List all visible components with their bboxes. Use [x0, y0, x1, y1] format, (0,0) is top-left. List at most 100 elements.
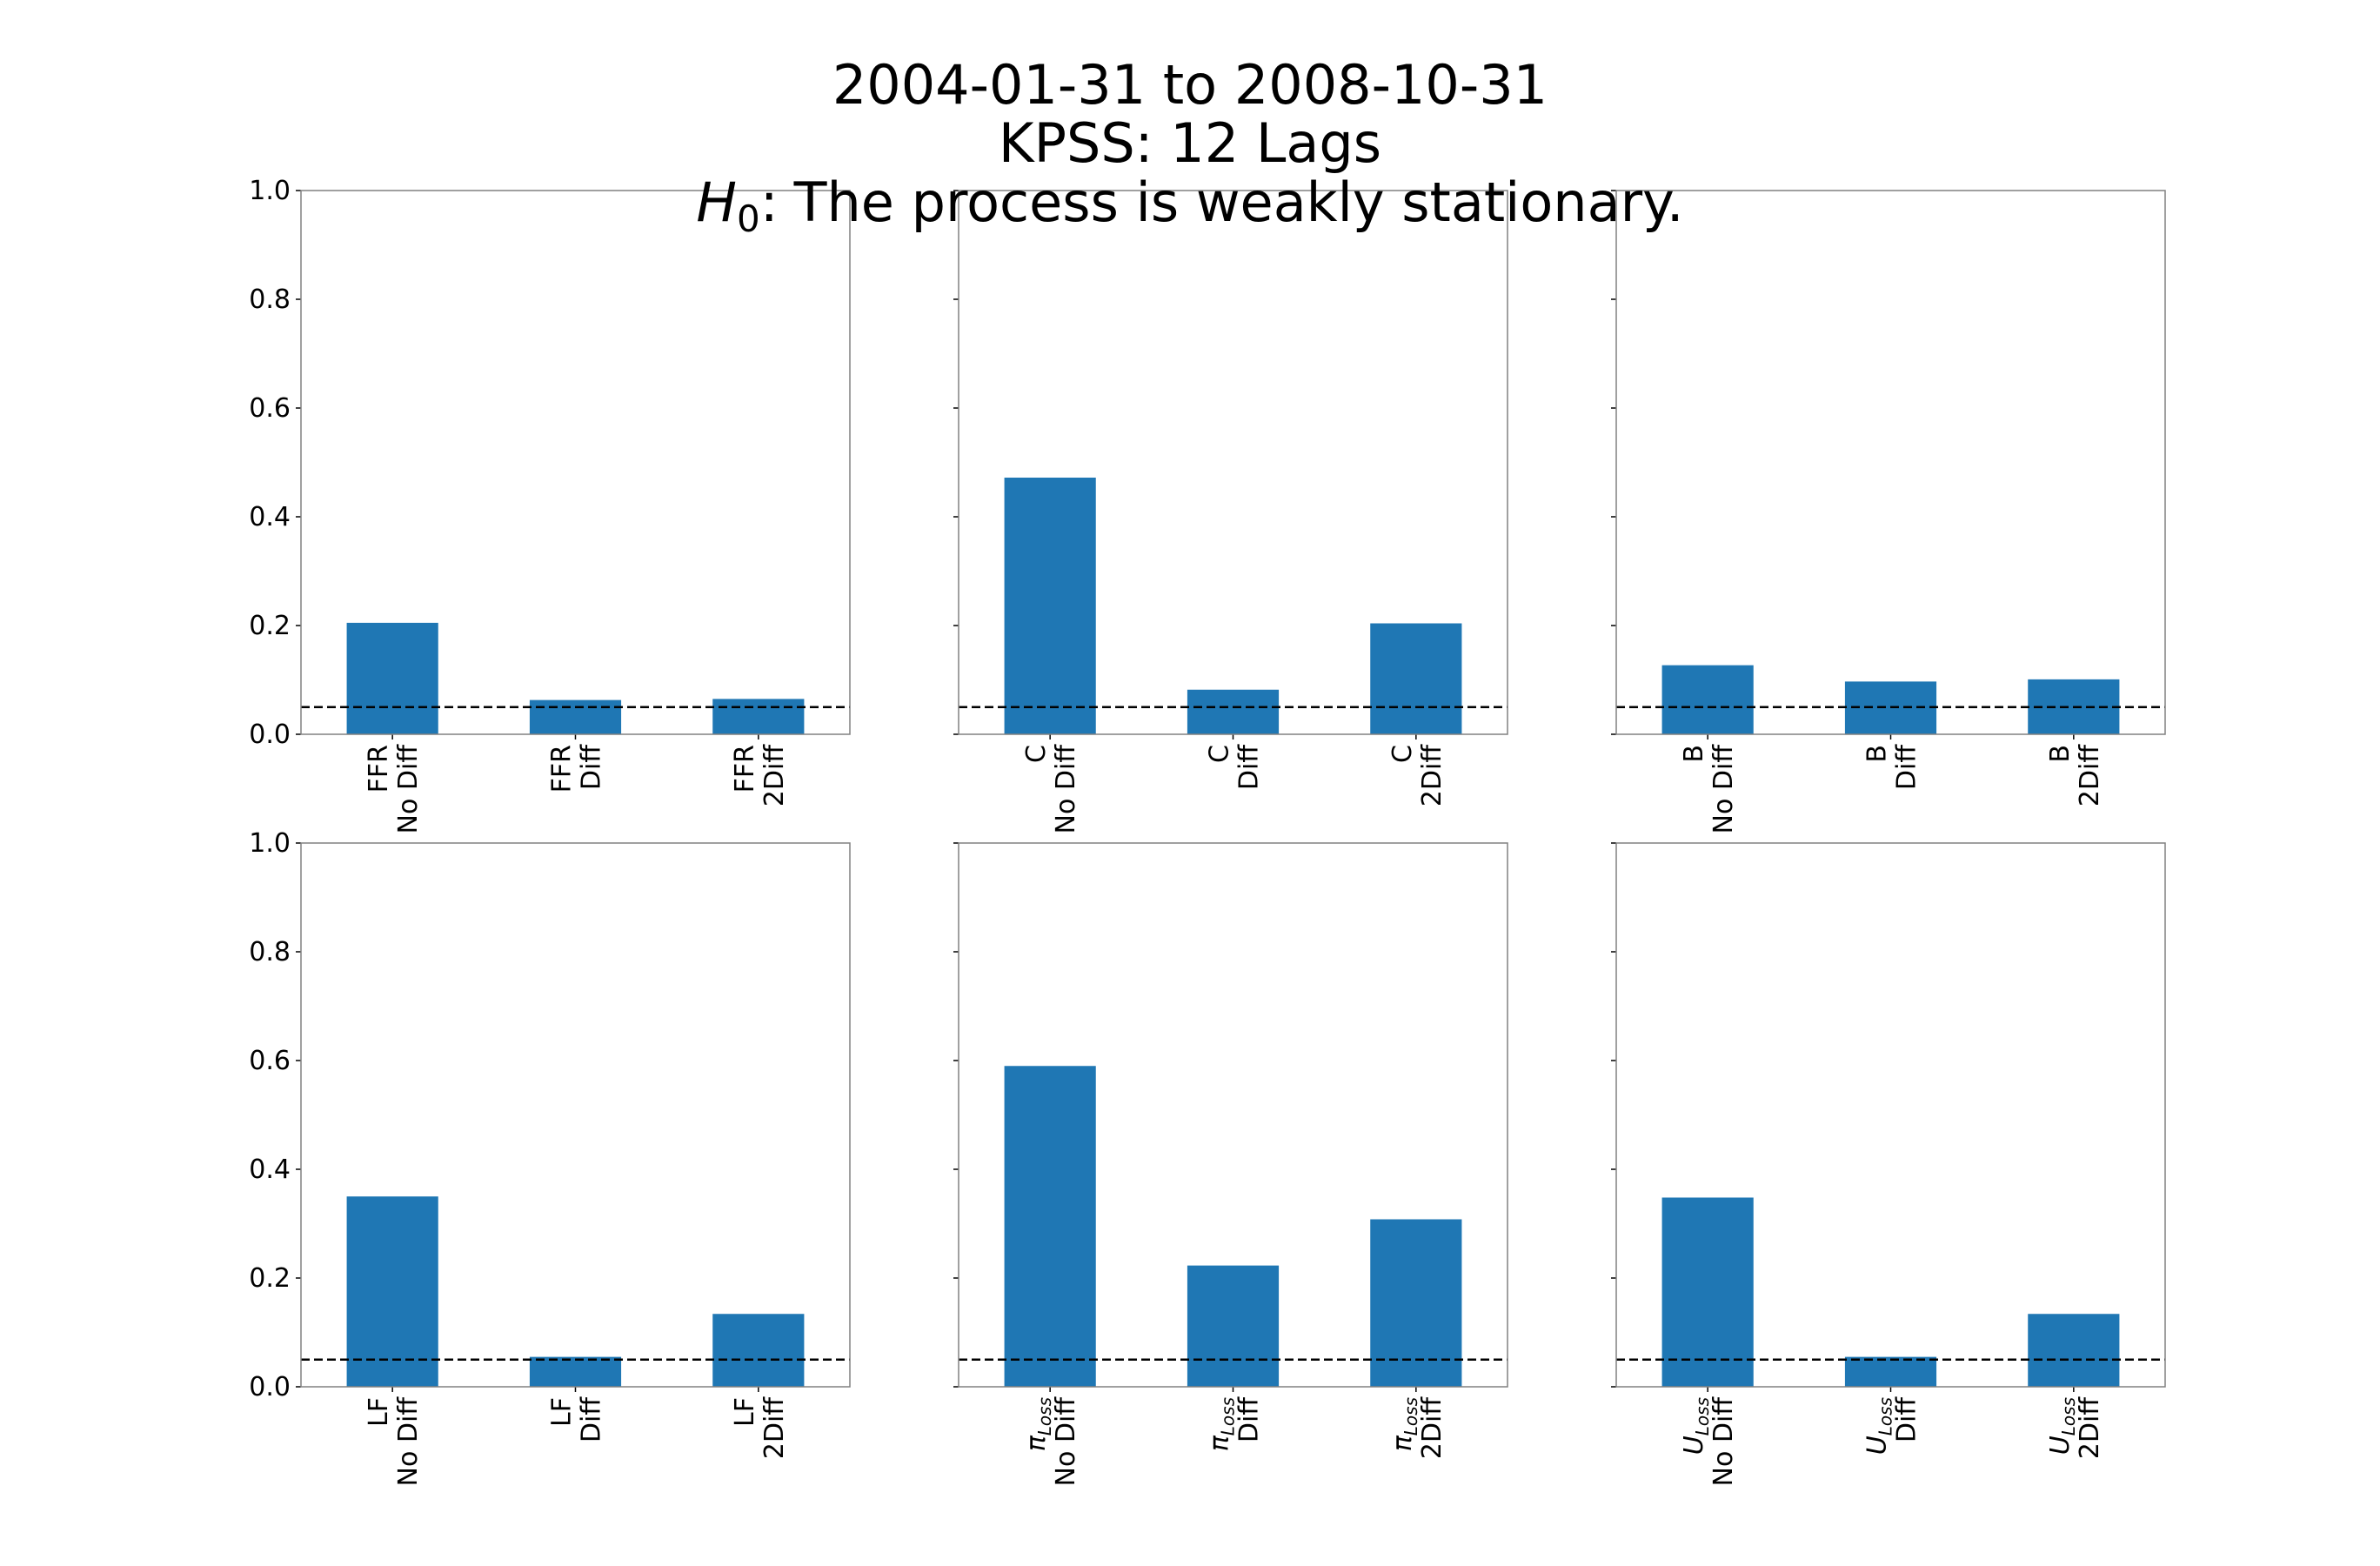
bar — [712, 1314, 805, 1387]
title-line-1: 2004-01-31 to 2008-10-31 — [832, 53, 1548, 117]
x-tick-label-variable: B — [1862, 745, 1893, 763]
x-tick-label: LFNo Diff — [364, 1396, 424, 1487]
x-tick-label: FFR2Diff — [730, 744, 790, 807]
axes-frame — [300, 842, 851, 1388]
bar — [529, 1356, 622, 1387]
y-tick-label: 0.6 — [249, 1046, 291, 1076]
y-tick-label: 0.8 — [249, 937, 291, 967]
bar — [346, 622, 438, 734]
bar — [1187, 689, 1280, 734]
x-tick-label-transform: Diff — [1892, 744, 1922, 790]
x-tick-label-variable: B — [1679, 745, 1709, 763]
x-tick-label: FFRNo Diff — [364, 744, 424, 834]
x-tick-label-variable: B — [2045, 745, 2076, 763]
bar — [529, 699, 622, 734]
x-tick-label-variable: FFR — [547, 745, 578, 793]
x-tick-label-variable: U — [1679, 1436, 1709, 1455]
title-line-2: KPSS: 12 Lags — [999, 111, 1381, 175]
title-line-3: H0: The process is weakly stationary. — [696, 171, 1683, 240]
x-tick-label-variable: C — [1205, 745, 1235, 763]
x-tick-label-variable: π — [1021, 1435, 1052, 1451]
x-tick-label: πLossDiff — [1205, 1396, 1265, 1452]
bar — [1370, 1219, 1462, 1387]
x-tick-label-variable: LF — [730, 1397, 760, 1427]
y-tick-label: 0.0 — [249, 719, 291, 750]
bar — [1661, 1197, 1754, 1387]
x-tick-label: BNo Diff — [1679, 744, 1739, 834]
h0-separator: : — [760, 171, 779, 234]
y-tick-label: 0.8 — [249, 284, 291, 315]
x-tick-label-variable: U — [2045, 1436, 2076, 1455]
x-tick-label-subscript: Loss — [1401, 1397, 1421, 1436]
x-tick-label: C2Diff — [1387, 744, 1447, 807]
panel-2: CNo Diff CDiff C2Diff — [953, 190, 1508, 834]
axes-frame — [958, 842, 1508, 1388]
x-tick-label-transform: 2Diff — [1417, 1396, 1447, 1460]
bar — [1004, 1066, 1096, 1387]
x-tick-label-transform: Diff — [1234, 744, 1265, 790]
x-tick-label-variable: LF — [547, 1397, 578, 1427]
x-tick-label-variable: C — [1021, 745, 1052, 763]
axes-frame — [1615, 190, 2166, 735]
axes-frame — [1615, 842, 2166, 1388]
x-tick-label-transform: No Diff — [393, 1396, 424, 1487]
x-tick-label-variable: π — [1387, 1435, 1418, 1451]
x-tick-label-variable: U — [1862, 1436, 1893, 1455]
x-tick-label-variable: π — [1205, 1435, 1235, 1451]
x-tick-label-transform: No Diff — [1708, 744, 1739, 834]
x-tick-label: LF2Diff — [730, 1396, 790, 1460]
y-tick-label: 0.2 — [249, 611, 291, 641]
x-tick-label-variable: FFR — [730, 745, 760, 793]
x-tick-label-transform: Diff — [1234, 1396, 1265, 1442]
x-tick-label-subscript: Loss — [1692, 1397, 1713, 1436]
y-tick-label: 0.4 — [249, 502, 291, 532]
x-tick-label-subscript: Loss — [1034, 1397, 1055, 1436]
x-tick-label-variable: LF — [364, 1397, 394, 1427]
x-tick-label-subscript: Loss — [1218, 1397, 1239, 1436]
y-tick-label: 0.4 — [249, 1154, 291, 1185]
x-tick-label: πLossNo Diff — [1021, 1396, 1081, 1487]
y-tick-label: 0.0 — [249, 1372, 291, 1402]
y-tick-label: 0.6 — [249, 393, 291, 424]
bar — [1844, 1356, 1937, 1387]
axes-frame — [300, 190, 851, 735]
h0-symbol: H — [696, 171, 737, 234]
x-tick-label: CNo Diff — [1021, 744, 1081, 834]
x-tick-label-subscript: Loss — [2058, 1397, 2079, 1436]
bar — [346, 1196, 438, 1387]
h0-subscript: 0 — [737, 197, 760, 240]
x-tick-label-subscript: Loss — [1875, 1397, 1896, 1436]
x-tick-label-variable: C — [1387, 745, 1418, 763]
x-tick-label: ULossNo Diff — [1679, 1396, 1739, 1487]
x-tick-label-transform: Diff — [1892, 1396, 1922, 1442]
bar — [1187, 1265, 1280, 1387]
h0-text: The process is weakly stationary. — [793, 171, 1684, 234]
x-tick-label-transform: 2Diff — [759, 744, 790, 807]
x-tick-label: LFDiff — [547, 1396, 607, 1442]
x-tick-label: CDiff — [1205, 744, 1265, 790]
x-tick-label: πLoss2Diff — [1387, 1396, 1447, 1460]
x-tick-label-transform: No Diff — [1708, 1396, 1739, 1487]
x-tick-label-transform: 2Diff — [2075, 744, 2105, 807]
bar — [1370, 623, 1462, 734]
x-tick-label-transform: 2Diff — [1417, 744, 1447, 807]
bar — [1004, 478, 1096, 734]
x-tick-label-transform: Diff — [577, 1396, 607, 1442]
bar — [1661, 665, 1754, 734]
x-tick-label: B2Diff — [2045, 744, 2105, 807]
x-tick-label-transform: No Diff — [393, 744, 424, 834]
y-tick-label: 0.2 — [249, 1263, 291, 1294]
y-tick-label: 1.0 — [249, 176, 291, 206]
x-tick-label-transform: 2Diff — [2075, 1396, 2105, 1460]
x-tick-label-transform: 2Diff — [759, 1396, 790, 1460]
x-tick-label: BDiff — [1862, 744, 1922, 790]
x-tick-label-transform: No Diff — [1051, 1396, 1081, 1487]
x-tick-label: FFRDiff — [547, 744, 607, 793]
axes-frame — [958, 190, 1508, 735]
x-tick-label-transform: No Diff — [1051, 744, 1081, 834]
